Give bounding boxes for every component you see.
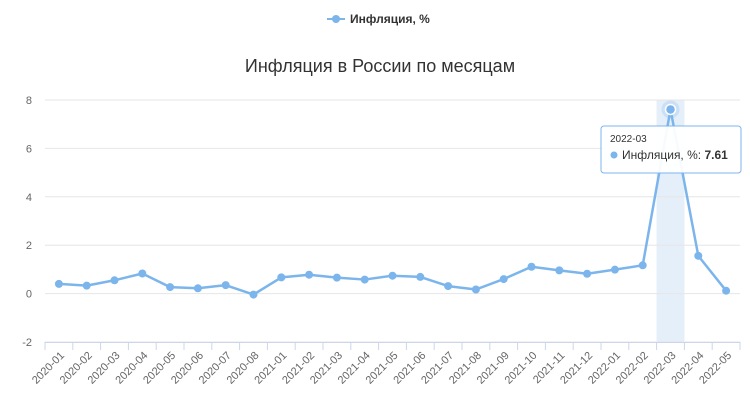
tooltip-header: 2022-03 bbox=[610, 134, 647, 145]
data-point[interactable] bbox=[138, 269, 147, 278]
data-point[interactable] bbox=[527, 262, 536, 271]
data-point[interactable] bbox=[722, 286, 731, 295]
tooltip-label: Инфляция, %: bbox=[622, 148, 701, 162]
data-point[interactable] bbox=[638, 261, 647, 270]
chart-title: Инфляция в России по месяцам bbox=[245, 56, 515, 76]
tooltip-series-dot bbox=[610, 151, 618, 159]
data-point[interactable] bbox=[610, 265, 619, 274]
data-point[interactable] bbox=[555, 266, 564, 275]
data-point[interactable] bbox=[221, 281, 230, 290]
y-tick-label: 0 bbox=[26, 289, 32, 301]
data-point[interactable] bbox=[388, 271, 397, 280]
tooltip-value: 7.61 bbox=[704, 148, 728, 162]
y-axis-ticks: -2 0 2 4 6 8 bbox=[22, 95, 32, 349]
y-tick-label: -2 bbox=[22, 337, 32, 349]
x-axis: 2020-012020-022020-032020-042020-052020-… bbox=[30, 342, 741, 387]
data-point[interactable] bbox=[82, 281, 91, 290]
tooltip-line: Инфляция, %: 7.61 bbox=[622, 148, 728, 162]
legend-dot-marker bbox=[332, 15, 340, 23]
data-point[interactable] bbox=[471, 285, 480, 294]
y-tick-label: 8 bbox=[26, 95, 32, 107]
data-point[interactable] bbox=[360, 275, 369, 284]
data-point[interactable] bbox=[332, 273, 341, 282]
data-point[interactable] bbox=[444, 282, 453, 291]
data-point-highlighted[interactable] bbox=[664, 103, 677, 116]
y-tick-label: 2 bbox=[26, 240, 32, 252]
data-point[interactable] bbox=[110, 276, 119, 285]
tooltip-box bbox=[600, 125, 742, 174]
data-point[interactable] bbox=[193, 284, 202, 293]
data-point[interactable] bbox=[277, 273, 286, 282]
tooltip: 2022-03 Инфляция, %: 7.61 bbox=[600, 125, 742, 174]
data-point[interactable] bbox=[305, 270, 314, 279]
data-point[interactable] bbox=[694, 251, 703, 260]
data-point[interactable] bbox=[249, 290, 258, 299]
data-point[interactable] bbox=[583, 269, 592, 278]
data-point[interactable] bbox=[499, 275, 508, 284]
legend[interactable]: Инфляция, % bbox=[327, 12, 430, 26]
series-layer bbox=[54, 100, 731, 299]
data-point[interactable] bbox=[54, 279, 63, 288]
y-tick-label: 4 bbox=[26, 192, 32, 204]
data-point[interactable] bbox=[166, 283, 175, 292]
data-point[interactable] bbox=[416, 272, 425, 281]
y-tick-label: 6 bbox=[26, 143, 32, 155]
legend-label[interactable]: Инфляция, % bbox=[350, 12, 430, 26]
